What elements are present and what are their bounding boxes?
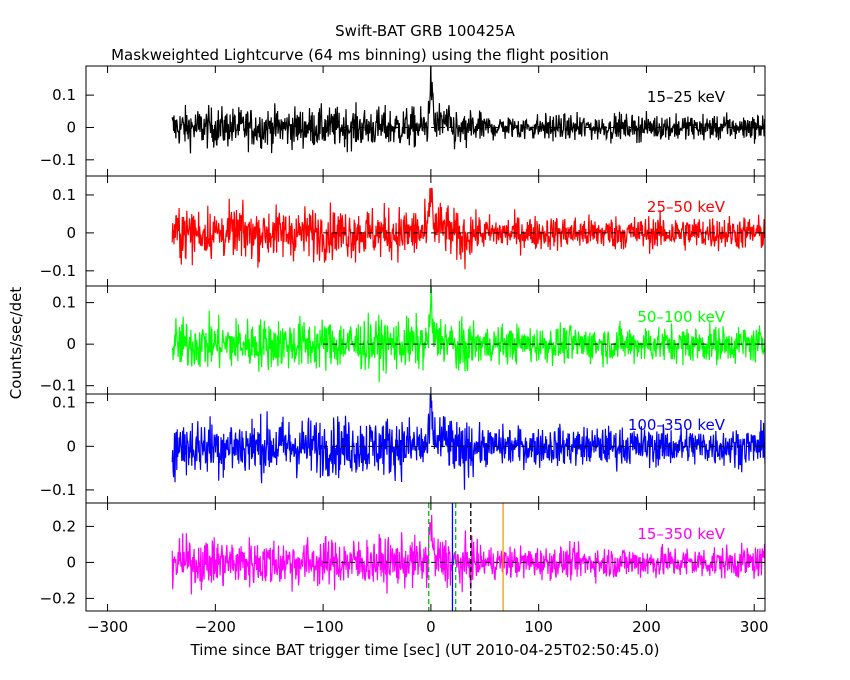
chart-subtitle: Maskweighted Lightcurve (64 ms binning) … [111, 46, 609, 64]
panel-frame-5 [85, 502, 766, 612]
y-tick-label: −0.1 [40, 262, 76, 280]
chart-title: Swift-BAT GRB 100425A [335, 22, 515, 40]
y-tick-label: −0.1 [40, 481, 76, 499]
panel-1: 0.1 0 −0.1 15–25 keV [40, 65, 766, 177]
x-tick-label: −300 [87, 618, 128, 636]
energy-band-label-1: 15–25 keV [647, 88, 726, 106]
y-tick-label: 0 [66, 553, 76, 571]
series-trace-3 [171, 286, 765, 383]
series-trace-4 [171, 394, 765, 490]
y-tick-label: 0 [66, 335, 76, 353]
x-axis-label: Time since BAT trigger time [sec] (UT 20… [190, 641, 660, 659]
x-tick-labels: −300 −200 −100 0 100 200 300 [87, 618, 769, 636]
y-tick-label: 0 [66, 437, 76, 455]
series-trace-5 [171, 514, 765, 595]
x-tick-label: 200 [632, 618, 661, 636]
x-tick-label: 300 [740, 618, 769, 636]
series-trace-1 [171, 66, 765, 154]
x-tick-label: −100 [303, 618, 344, 636]
panel-2: 0.1 0 −0.1 25–50 keV [40, 175, 766, 287]
energy-band-label-2: 25–50 keV [647, 198, 726, 216]
y-tick-label: −0.1 [40, 377, 76, 395]
x-tick-label: 0 [426, 618, 436, 636]
panels-layer: 0.1 0 −0.1 15–25 keV 0.1 0 −0.1 25–50 keV 0.1 0 −0… [40, 65, 766, 612]
y-tick-label: 0.1 [52, 294, 76, 312]
y-tick-label: 0 [66, 224, 76, 242]
y-axis-label: Counts/sec/det [7, 287, 25, 400]
y-tick-label: −0.1 [40, 151, 76, 169]
x-tick-label: −200 [195, 618, 236, 636]
energy-band-label-4: 100–350 keV [628, 416, 726, 434]
panel-frame-1 [85, 65, 766, 177]
y-tick-label: 0 [66, 118, 76, 136]
energy-band-label-3: 50–100 keV [637, 308, 725, 326]
x-tick-label: 100 [524, 618, 553, 636]
panel-5: 0.2 0 −0.2 15–350 keV [40, 502, 766, 612]
panel-3: 0.1 0 −0.1 50–100 keV [40, 285, 766, 395]
y-tick-label: 0.1 [52, 186, 76, 204]
y-tick-label: 0.2 [52, 517, 76, 535]
y-tick-label: 0.1 [52, 86, 76, 104]
energy-band-label-5: 15–350 keV [637, 525, 725, 543]
panel-4: 0.1 0 −0.1 100–350 keV [40, 393, 766, 504]
y-tick-label: −0.2 [40, 589, 76, 607]
y-tick-label: 0.1 [52, 394, 76, 412]
